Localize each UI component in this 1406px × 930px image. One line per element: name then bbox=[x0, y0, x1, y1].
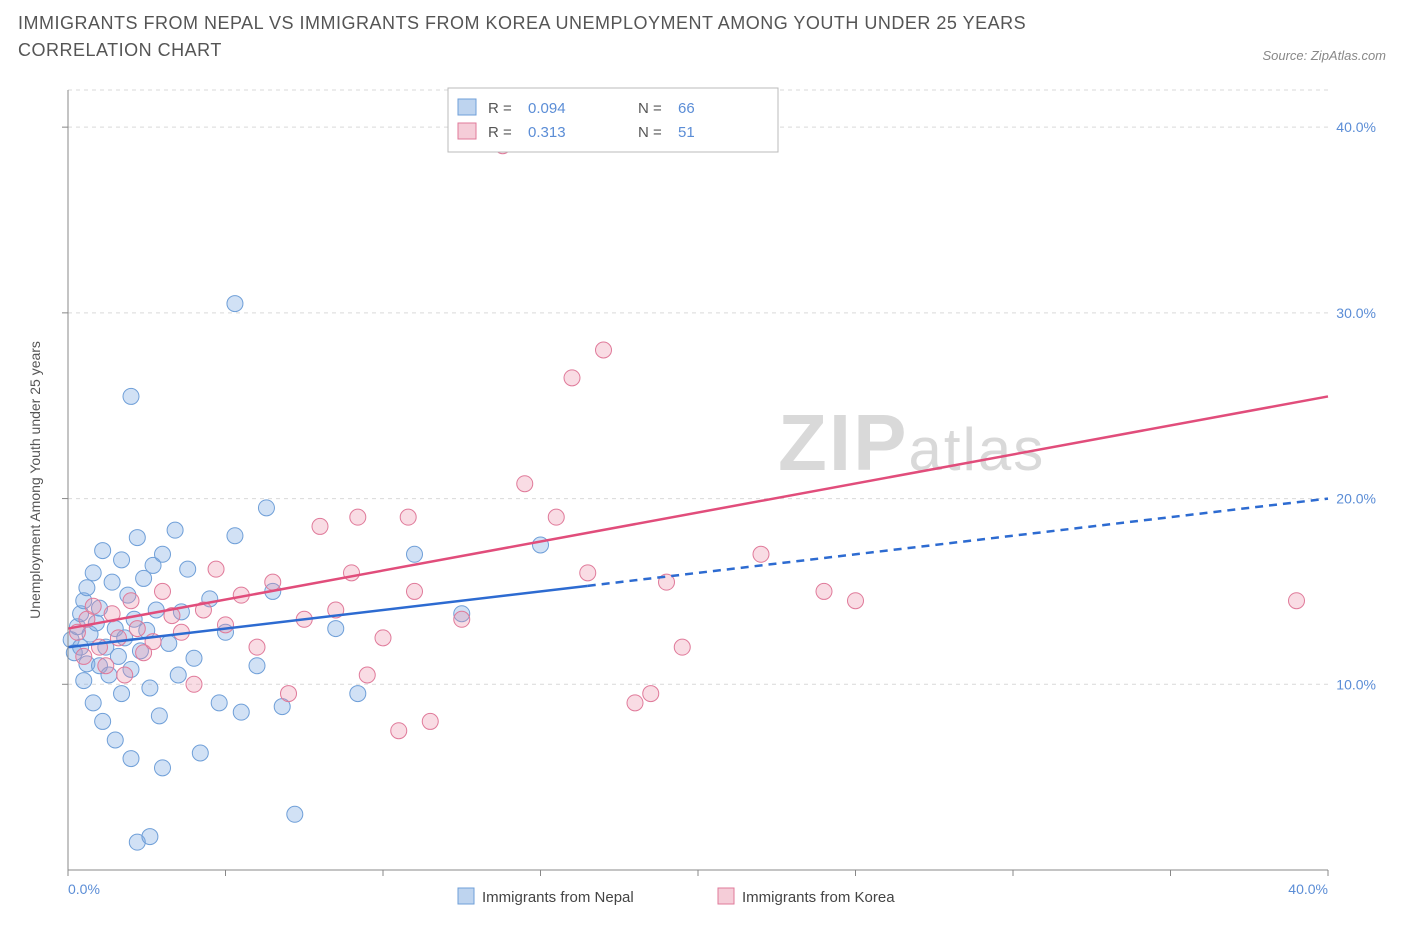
data-point bbox=[98, 658, 114, 674]
data-point bbox=[287, 806, 303, 822]
data-point bbox=[95, 543, 111, 559]
y-tick-label: 30.0% bbox=[1336, 305, 1376, 321]
data-point bbox=[155, 760, 171, 776]
data-point bbox=[407, 583, 423, 599]
legend-r-value: 0.313 bbox=[528, 124, 566, 141]
data-point bbox=[517, 476, 533, 492]
data-point bbox=[123, 593, 139, 609]
trend-line bbox=[68, 586, 588, 647]
data-point bbox=[76, 673, 92, 689]
data-point bbox=[596, 342, 612, 358]
legend-swatch bbox=[458, 99, 476, 115]
data-point bbox=[155, 546, 171, 562]
data-point bbox=[76, 648, 92, 664]
data-point bbox=[350, 686, 366, 702]
y-tick-label: 10.0% bbox=[1336, 676, 1376, 692]
data-point bbox=[107, 732, 123, 748]
data-point bbox=[85, 565, 101, 581]
data-point bbox=[129, 621, 145, 637]
data-point bbox=[350, 509, 366, 525]
data-point bbox=[265, 574, 281, 590]
data-point bbox=[258, 500, 274, 516]
data-point bbox=[95, 713, 111, 729]
data-point bbox=[151, 708, 167, 724]
data-point bbox=[211, 695, 227, 711]
data-point bbox=[816, 583, 832, 599]
data-point bbox=[114, 552, 130, 568]
data-point bbox=[123, 751, 139, 767]
legend-n-label: N = bbox=[638, 124, 662, 141]
legend-n-value: 51 bbox=[678, 124, 695, 141]
data-point bbox=[186, 676, 202, 692]
data-point bbox=[180, 561, 196, 577]
legend-r-label: R = bbox=[488, 124, 512, 141]
y-axis-label: Unemployment Among Youth under 25 years bbox=[27, 341, 43, 619]
scatter-chart: ZIPatlas0.0%40.0%10.0%20.0%30.0%40.0%Une… bbox=[18, 80, 1388, 920]
data-point bbox=[328, 621, 344, 637]
data-point bbox=[142, 829, 158, 845]
data-point bbox=[422, 713, 438, 729]
legend-n-label: N = bbox=[638, 100, 662, 117]
data-point bbox=[407, 546, 423, 562]
x-tick-label: 40.0% bbox=[1288, 881, 1328, 897]
data-point bbox=[85, 695, 101, 711]
data-point bbox=[129, 530, 145, 546]
data-point bbox=[170, 667, 186, 683]
data-point bbox=[249, 658, 265, 674]
chart-title: IMMIGRANTS FROM NEPAL VS IMMIGRANTS FROM… bbox=[18, 10, 1118, 64]
trend-line bbox=[68, 396, 1328, 628]
data-point bbox=[85, 598, 101, 614]
data-point bbox=[167, 522, 183, 538]
data-point bbox=[391, 723, 407, 739]
correlation-box bbox=[448, 88, 778, 152]
bottom-legend-label: Immigrants from Nepal bbox=[482, 889, 634, 906]
data-point bbox=[104, 574, 120, 590]
data-point bbox=[281, 686, 297, 702]
data-point bbox=[400, 509, 416, 525]
data-point bbox=[114, 686, 130, 702]
legend-swatch bbox=[458, 123, 476, 139]
bottom-legend-swatch bbox=[458, 888, 474, 904]
data-point bbox=[375, 630, 391, 646]
data-point bbox=[148, 602, 164, 618]
data-point bbox=[186, 650, 202, 666]
legend-r-label: R = bbox=[488, 100, 512, 117]
data-point bbox=[155, 583, 171, 599]
chart-container: ZIPatlas0.0%40.0%10.0%20.0%30.0%40.0%Une… bbox=[18, 80, 1388, 920]
data-point bbox=[753, 546, 769, 562]
data-point bbox=[227, 528, 243, 544]
data-point bbox=[208, 561, 224, 577]
data-point bbox=[123, 388, 139, 404]
data-point bbox=[848, 593, 864, 609]
data-point bbox=[110, 630, 126, 646]
legend-r-value: 0.094 bbox=[528, 100, 566, 117]
data-point bbox=[312, 518, 328, 534]
y-tick-label: 40.0% bbox=[1336, 119, 1376, 135]
y-tick-label: 20.0% bbox=[1336, 491, 1376, 507]
bottom-legend-swatch bbox=[718, 888, 734, 904]
data-point bbox=[643, 686, 659, 702]
data-point bbox=[142, 680, 158, 696]
data-point bbox=[117, 667, 133, 683]
data-point bbox=[233, 704, 249, 720]
data-point bbox=[548, 509, 564, 525]
data-point bbox=[674, 639, 690, 655]
bottom-legend-label: Immigrants from Korea bbox=[742, 889, 895, 906]
data-point bbox=[79, 580, 95, 596]
data-point bbox=[192, 745, 208, 761]
data-point bbox=[580, 565, 596, 581]
data-point bbox=[161, 635, 177, 651]
data-point bbox=[454, 611, 470, 627]
data-point bbox=[564, 370, 580, 386]
data-point bbox=[227, 296, 243, 312]
x-tick-label: 0.0% bbox=[68, 881, 100, 897]
data-point bbox=[627, 695, 643, 711]
data-point bbox=[359, 667, 375, 683]
source-attribution: Source: ZipAtlas.com bbox=[1262, 48, 1386, 63]
data-point bbox=[249, 639, 265, 655]
legend-n-value: 66 bbox=[678, 100, 695, 117]
data-point bbox=[1289, 593, 1305, 609]
